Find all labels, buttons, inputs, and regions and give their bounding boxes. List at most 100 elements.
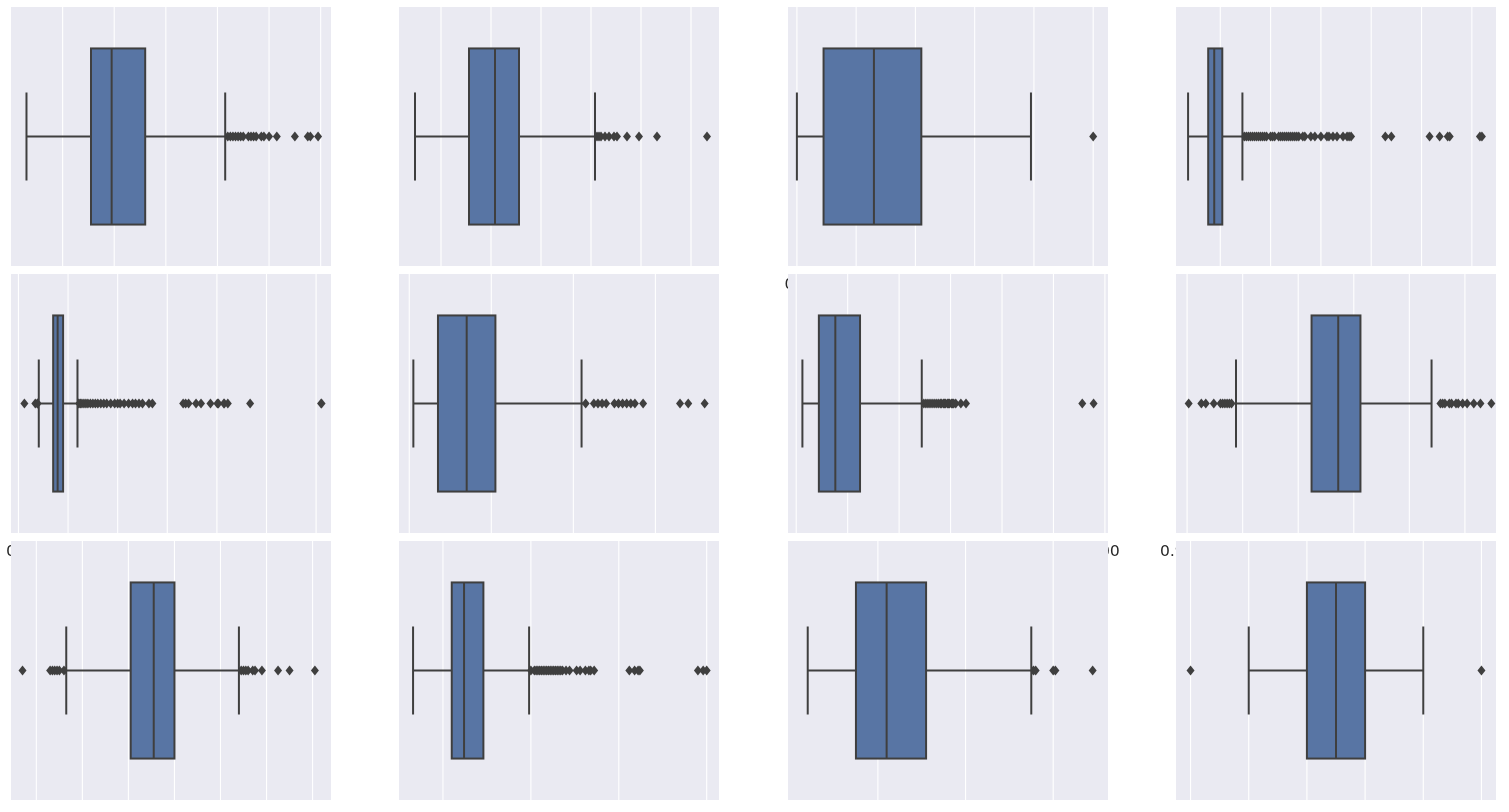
outlier-point [1435,131,1444,142]
tick-label: 3.2 [116,809,141,812]
outlier-point [576,665,585,676]
subplot-7: 0.99000.99250.99500.99751.00001.0025dens… [1160,274,1496,578]
tick-label: 1.5 [606,809,631,812]
outlier-point [148,398,157,409]
outlier-point [581,398,590,409]
outlier-point [639,398,648,409]
subplot-2: 0.00.20.40.60.81.0citric acid [785,7,1108,311]
outlier-point [1306,131,1315,142]
iqr-box [450,581,485,760]
outlier-point [306,131,315,142]
iqr-box [1310,314,1362,493]
outlier-point [610,398,619,409]
outlier-point [614,398,623,409]
outlier-point [59,665,68,676]
subplot-8: 2.83.03.23.43.63.84.0pH [11,541,331,812]
subplot-9: 0.51.01.52.0sulphates [399,541,719,812]
outlier-point [223,398,232,409]
outlier-point [630,398,639,409]
iqr-box [129,581,176,760]
outlier-point [1458,398,1467,409]
outlier-point [1381,131,1390,142]
tick-label: 7 [1418,809,1428,812]
outlier-point [700,398,709,409]
outlier-point [1184,398,1193,409]
outlier-point [265,131,274,142]
outlier-point [1440,398,1449,409]
tick-label: 3.4 [162,809,187,812]
outlier-point [33,398,42,409]
tick-label: 1.0 [519,809,544,812]
outlier-point [593,398,602,409]
outlier-point [613,131,621,142]
subplot-3: 2.55.07.510.012.515.0residual sugar [1176,7,1496,311]
iqr-box [822,47,923,226]
outlier-point [1387,131,1396,142]
outlier-point [684,398,693,409]
outlier-point [55,665,64,676]
subplot-0: 6810121416fixed acidity [11,7,331,311]
outlier-point [310,665,319,676]
outlier-point [1333,131,1342,142]
outlier-point [653,131,661,142]
tick-label: 2.8 [24,809,49,812]
outlier-point [1477,131,1486,142]
outlier-point [1088,665,1097,676]
outlier-point [590,665,599,676]
outlier-point [290,131,299,142]
outlier-point [626,398,635,409]
outlier-point [565,665,574,676]
outlier-point [1476,398,1485,409]
outlier-point [317,398,326,409]
tick-label: 6 [1360,809,1370,812]
outlier-point [1089,398,1098,409]
tick-label: 3.6 [208,809,233,812]
iqr-box [90,47,147,226]
subplot-10: 101214alcohol [788,541,1108,812]
outlier-point [702,665,711,676]
tick-label: 3.0 [70,809,95,812]
outlier-point [1201,398,1210,409]
outlier-point [244,665,253,676]
outlier-point [676,398,685,409]
outlier-point [259,131,268,142]
outlier-point [257,665,266,676]
outlier-point [1310,131,1319,142]
outlier-point [1487,398,1496,409]
outlier-point [239,131,248,142]
outlier-point [1300,131,1309,142]
tick-label: 10 [868,809,888,812]
outlier-point [618,398,627,409]
tick-label: 2.0 [694,809,719,812]
outlier-point [20,398,29,409]
iqr-box [854,581,928,760]
outlier-point [274,665,283,676]
subplot-5: 0204060free sulfur dioxide [399,274,719,578]
outlier-point [1051,665,1060,676]
outlier-point [1463,398,1472,409]
outlier-point [1339,131,1348,142]
outlier-point [602,398,611,409]
outlier-point [1324,131,1333,142]
outlier-point [1477,665,1486,676]
subplot-1: 0.250.500.751.001.251.50volatile acidity [399,7,719,311]
outlier-point [703,131,711,142]
outlier-point [1078,398,1087,409]
outlier-point [1328,131,1337,142]
iqr-box [1207,47,1224,226]
outlier-point [206,398,215,409]
outlier-point [956,398,965,409]
outlier-point [18,665,27,676]
outlier-point [197,398,206,409]
outlier-point [635,131,643,142]
outlier-point [246,398,255,409]
tick-label: 8 [1477,809,1487,812]
outlier-point [1425,131,1434,142]
outlier-point [1454,398,1463,409]
outlier-point [1227,398,1236,409]
outlier-point [1262,131,1271,142]
outlier-point [635,665,644,676]
outlier-point [1447,398,1456,409]
outlier-point [962,398,971,409]
